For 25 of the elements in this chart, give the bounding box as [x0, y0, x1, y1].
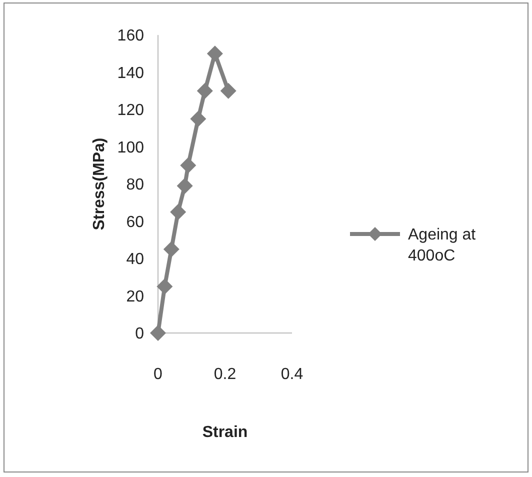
- y-tick-label: 100: [117, 139, 144, 156]
- point: [150, 325, 166, 341]
- y-axis-title: Stress(MPa): [91, 138, 108, 230]
- legend-label: Ageing at 400oC: [408, 226, 476, 264]
- point: [163, 241, 180, 258]
- y-tick-label: 80: [126, 176, 144, 194]
- y-tick-label: 20: [126, 288, 144, 306]
- point: [156, 278, 173, 294]
- point: [170, 204, 186, 220]
- y-tick-label: 60: [126, 214, 144, 231]
- point: [180, 157, 196, 174]
- x-tick-label: 0.4: [280, 366, 304, 383]
- x-axis-title: Strain: [202, 424, 248, 441]
- point: [176, 178, 193, 194]
- point: [220, 82, 236, 99]
- y-tick-label: 160: [117, 28, 144, 45]
- y-tick-label: 120: [117, 102, 144, 120]
- point: [206, 46, 223, 62]
- point: [190, 110, 206, 127]
- y-tick-label: 140: [117, 64, 144, 82]
- y-tick-label: 0: [135, 326, 144, 343]
- x-tick-label: 0.2: [214, 366, 236, 383]
- point: [196, 82, 213, 99]
- x-tick-label: 0: [154, 366, 163, 383]
- y-tick-label: 40: [126, 251, 144, 268]
